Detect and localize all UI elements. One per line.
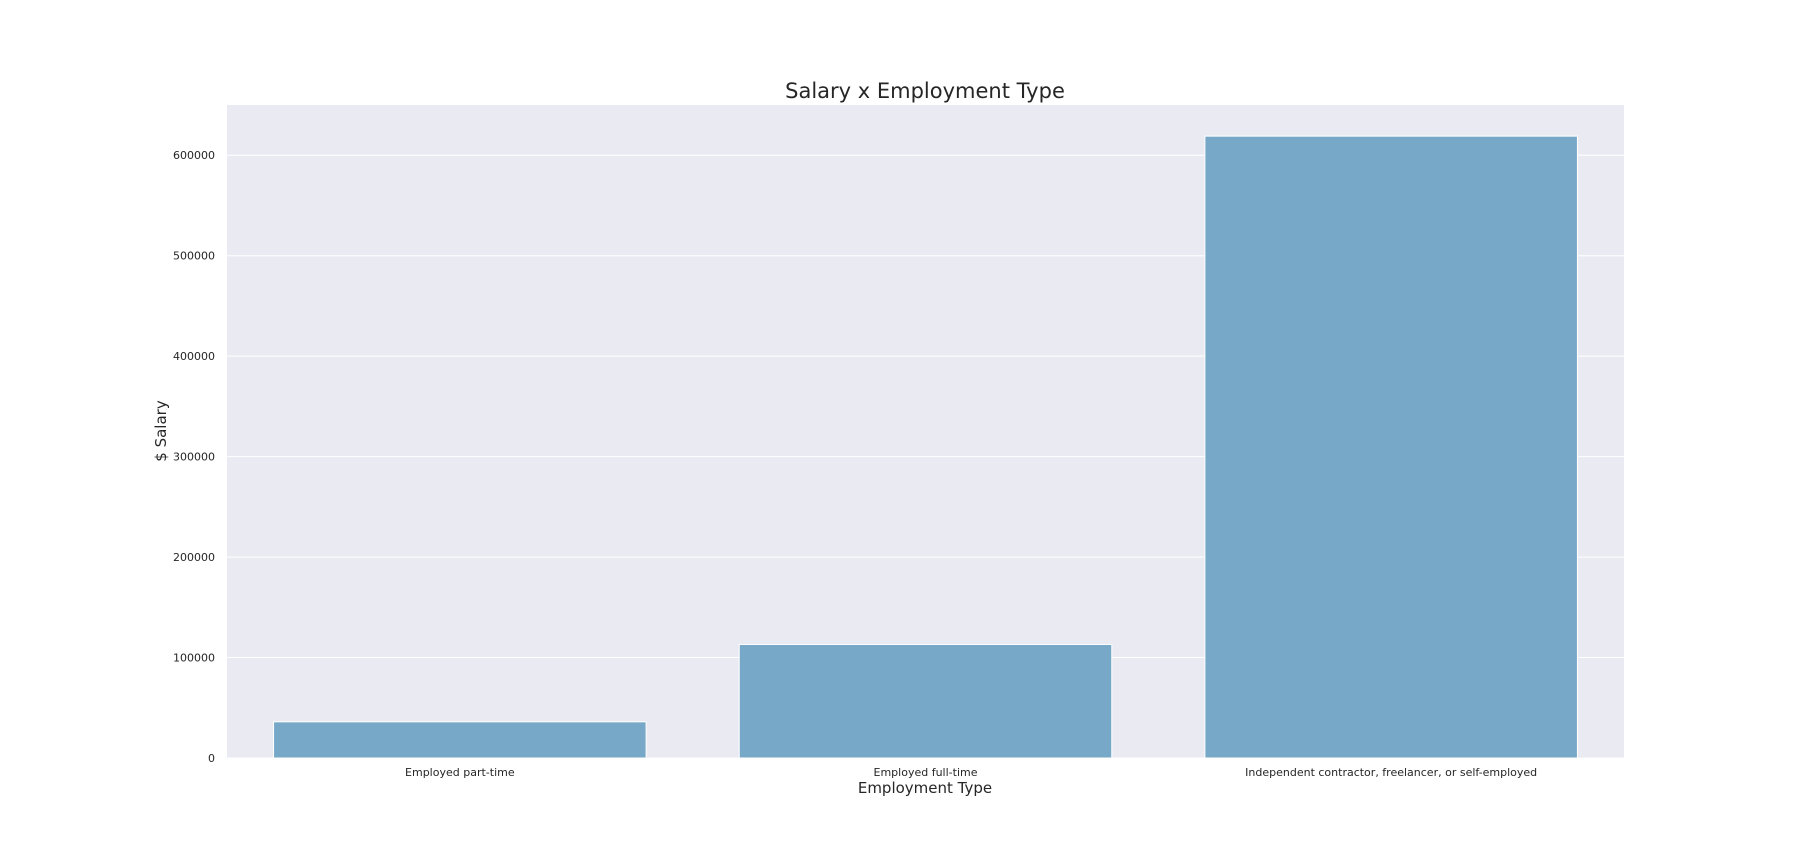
y-tick-label: 600000 [173,149,215,162]
bar [273,721,647,759]
x-tick-label: Employed full-time [874,766,978,779]
y-axis-label: $ Salary [152,400,170,462]
bar [1204,135,1578,759]
bars [273,135,1578,759]
x-axis-ticks: Employed part-time Employed full-time Inde… [405,766,1537,779]
bar [738,643,1113,759]
y-tick-label: 400000 [173,350,215,363]
chart-title: Salary x Employment Type [785,79,1065,103]
y-tick-label: 0 [208,752,215,765]
y-tick-label: 200000 [173,551,215,564]
x-axis-label: Employment Type [858,779,992,797]
y-tick-label: 100000 [173,652,215,665]
x-tick-label: Employed part-time [405,766,515,779]
y-tick-label: 500000 [173,250,215,263]
x-tick-label: Independent contractor, freelancer, or s… [1245,766,1537,779]
y-tick-label: 300000 [173,451,215,464]
y-axis-ticks: 0 100000 200000 300000 400000 500000 600000 [173,149,215,765]
